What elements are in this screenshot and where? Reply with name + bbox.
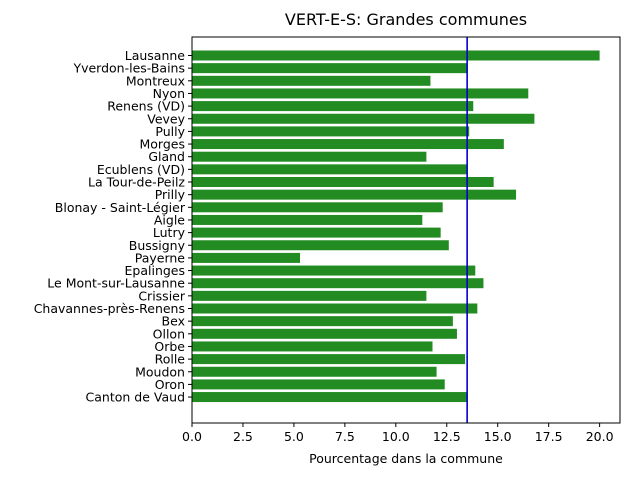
y-tick-label: Renens (VD) bbox=[107, 99, 185, 114]
bar bbox=[192, 252, 301, 263]
y-tick-label: Rolle bbox=[155, 352, 186, 367]
bar bbox=[192, 354, 466, 365]
x-tick-label: 17.5 bbox=[535, 429, 563, 444]
x-tick-label: 12.5 bbox=[433, 429, 461, 444]
bar bbox=[192, 290, 427, 301]
y-axis: LausanneYverdon-les-BainsMontreuxNyonRen… bbox=[34, 48, 192, 405]
x-tick-label: 2.5 bbox=[233, 429, 253, 444]
bar bbox=[192, 202, 443, 213]
x-tick-label: 15.0 bbox=[484, 429, 512, 444]
bar bbox=[192, 113, 535, 124]
y-tick-label: Vevey bbox=[147, 111, 185, 126]
y-tick-label: Aigle bbox=[154, 212, 185, 227]
y-tick-label: Nyon bbox=[153, 86, 185, 101]
x-tick-label: 20.0 bbox=[586, 429, 614, 444]
y-tick-label: Le Mont-sur-Lausanne bbox=[47, 276, 185, 291]
bar bbox=[192, 392, 468, 403]
bar bbox=[192, 341, 433, 352]
y-tick-label: Prilly bbox=[155, 187, 186, 202]
bar bbox=[192, 328, 457, 339]
bar bbox=[192, 63, 468, 74]
y-tick-label: Morges bbox=[140, 137, 186, 152]
plot-frame bbox=[191, 36, 621, 424]
y-tick-label: Payerne bbox=[135, 250, 186, 265]
y-tick-label: Yverdon-les-Bains bbox=[72, 61, 185, 76]
y-tick-label: Pully bbox=[155, 124, 185, 139]
bar bbox=[192, 303, 478, 314]
bar bbox=[192, 214, 423, 225]
bar bbox=[192, 101, 474, 112]
bar bbox=[192, 151, 427, 162]
y-tick-label: Oron bbox=[155, 377, 185, 392]
y-tick-label: Bex bbox=[162, 314, 185, 329]
bar bbox=[192, 265, 476, 276]
y-tick-label: Lausanne bbox=[125, 48, 186, 63]
x-tick-label: 0.0 bbox=[182, 429, 202, 444]
y-tick-label: Epalinges bbox=[125, 263, 186, 278]
y-tick-label: Blonay - Saint-Légier bbox=[55, 200, 186, 215]
y-tick-label: Montreux bbox=[126, 73, 185, 88]
y-tick-label: Ollon bbox=[153, 326, 185, 341]
chart-title: VERT-E-S: Grandes communes bbox=[285, 10, 527, 29]
y-tick-label: Moudon bbox=[135, 364, 185, 379]
y-tick-label: Ecublens (VD) bbox=[97, 162, 185, 177]
y-tick-label: Crissier bbox=[138, 288, 186, 303]
y-tick-label: Canton de Vaud bbox=[86, 390, 185, 405]
bar bbox=[192, 75, 431, 86]
bar bbox=[192, 189, 517, 200]
bar bbox=[192, 379, 445, 390]
bar bbox=[192, 240, 449, 251]
bar bbox=[192, 164, 468, 175]
x-tick-label: 5.0 bbox=[284, 429, 304, 444]
bar bbox=[192, 316, 453, 327]
y-tick-label: Bussigny bbox=[129, 238, 186, 253]
y-tick-label: Chavannes-près-Renens bbox=[34, 301, 185, 316]
y-tick-label: Lutry bbox=[153, 225, 186, 240]
bar bbox=[192, 278, 484, 289]
bar bbox=[192, 177, 494, 187]
bars-group bbox=[192, 50, 600, 403]
y-tick-label: La Tour-de-Peilz bbox=[88, 175, 185, 190]
bar bbox=[192, 126, 470, 137]
x-axis-label: Pourcentage dans la commune bbox=[309, 451, 503, 466]
bar bbox=[192, 88, 529, 99]
bar bbox=[192, 227, 441, 238]
x-tick-label: 7.5 bbox=[335, 429, 355, 444]
y-tick-label: Gland bbox=[148, 149, 185, 164]
x-axis: 0.0 2.5 5.0 7.5 10.0 12.5 15.0 17.5 20.0 bbox=[182, 423, 614, 444]
bar bbox=[192, 50, 600, 61]
bar bbox=[192, 139, 504, 150]
bar bbox=[192, 366, 437, 377]
y-tick-label: Orbe bbox=[154, 339, 185, 354]
x-tick-label: 10.0 bbox=[382, 429, 410, 444]
